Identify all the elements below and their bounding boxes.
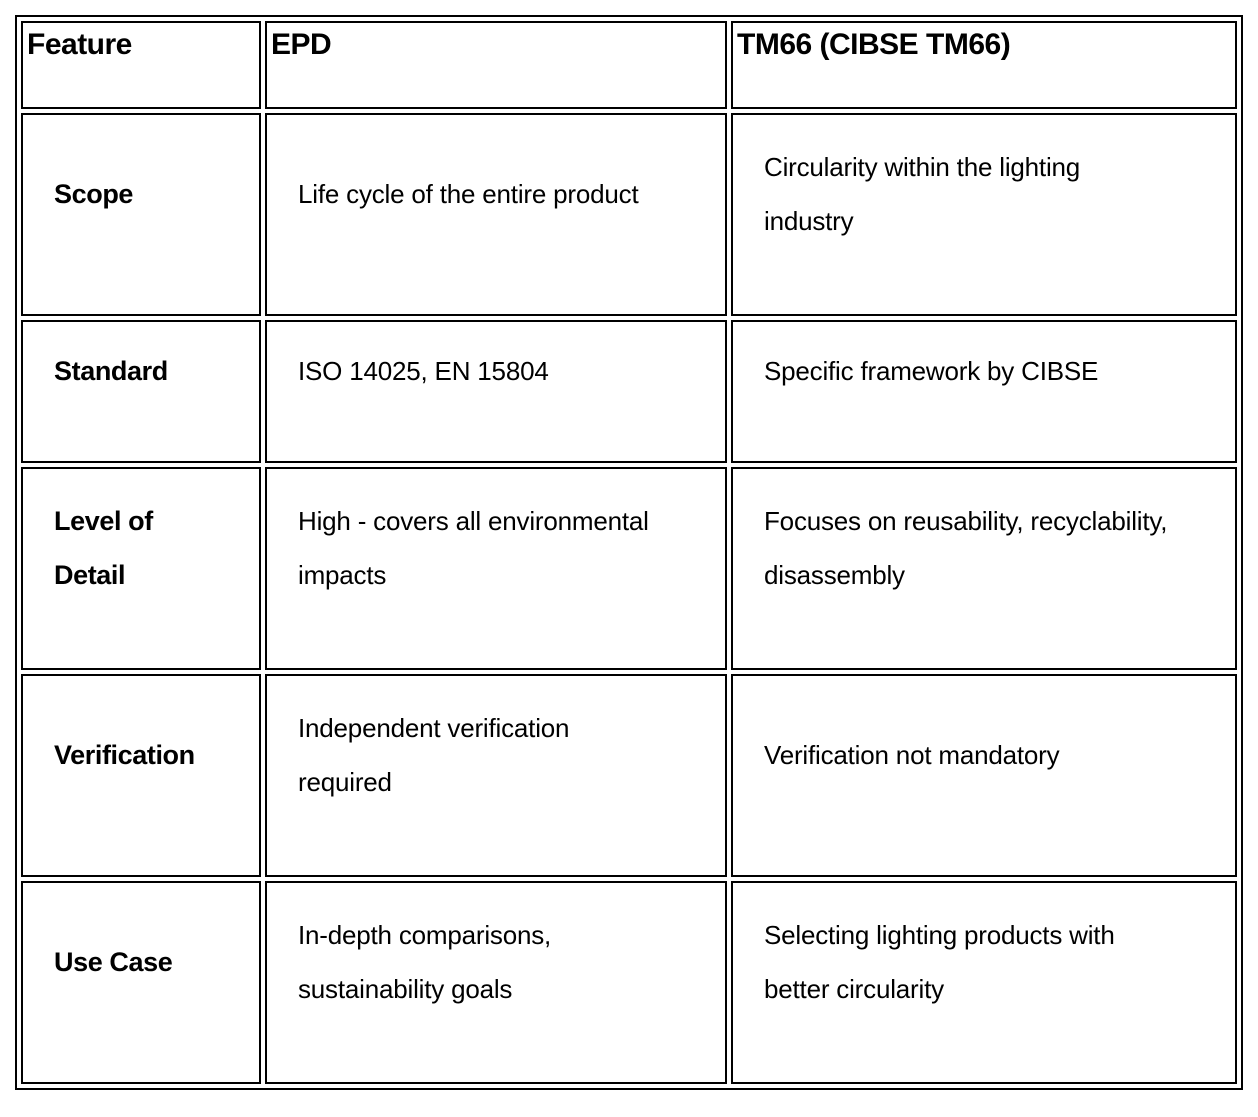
- cell-scope-tm66: Circularity within the lighting industry: [731, 113, 1237, 316]
- header-cell-epd: EPD: [265, 21, 727, 109]
- comparison-table: Feature EPD TM66 (CIBSE TM66) Scope Life…: [15, 15, 1243, 1090]
- cell-standard-tm66: Specific framework by CIBSE: [731, 320, 1237, 463]
- header-row: Feature EPD TM66 (CIBSE TM66): [21, 21, 1237, 109]
- table-row-use-case: Use Case In-depth comparisons, sustainab…: [21, 881, 1237, 1084]
- cell-verification-feature: Verification: [21, 674, 261, 877]
- cell-verification-tm66: Verification not mandatory: [731, 674, 1237, 877]
- cell-verification-epd: Independent verification required: [265, 674, 727, 877]
- cell-level-of-detail-feature: Level of Detail: [21, 467, 261, 670]
- cell-use-case-epd: In-depth comparisons, sustainability goa…: [265, 881, 727, 1084]
- cell-scope-epd: Life cycle of the entire product: [265, 113, 727, 316]
- header-cell-feature: Feature: [21, 21, 261, 109]
- cell-use-case-tm66: Selecting lighting products with better …: [731, 881, 1237, 1084]
- table-row-scope: Scope Life cycle of the entire product C…: [21, 113, 1237, 316]
- header-cell-tm66: TM66 (CIBSE TM66): [731, 21, 1237, 109]
- table-row-standard: Standard ISO 14025, EN 15804 Specific fr…: [21, 320, 1237, 463]
- table-row-level-of-detail: Level of Detail High - covers all enviro…: [21, 467, 1237, 670]
- table-row-verification: Verification Independent verification re…: [21, 674, 1237, 877]
- cell-standard-feature: Standard: [21, 320, 261, 463]
- cell-scope-feature: Scope: [21, 113, 261, 316]
- cell-level-of-detail-epd: High - covers all environmental impacts: [265, 467, 727, 670]
- cell-use-case-feature: Use Case: [21, 881, 261, 1084]
- cell-standard-epd: ISO 14025, EN 15804: [265, 320, 727, 463]
- cell-level-of-detail-tm66: Focuses on reusability, recyclability, d…: [731, 467, 1237, 670]
